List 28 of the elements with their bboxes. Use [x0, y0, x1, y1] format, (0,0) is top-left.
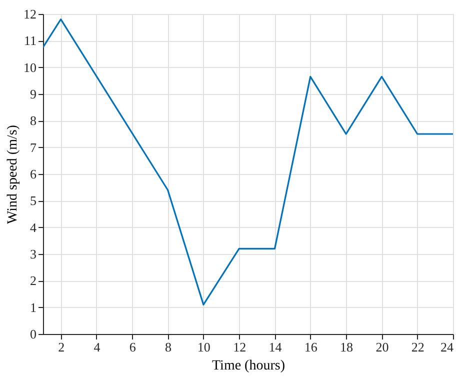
y-tick-label: 5 [30, 193, 36, 208]
x-tick-label: 24 [440, 340, 454, 354]
x-tick-label: 14 [268, 340, 282, 354]
y-tick-label: 2 [30, 273, 36, 288]
y-tick-label: 1 [30, 300, 36, 315]
y-tick-label: 8 [30, 113, 36, 128]
x-tick-label: 6 [129, 340, 136, 354]
y-tick-label: 6 [30, 166, 37, 182]
x-tick-label: 2 [58, 340, 65, 354]
x-tick-label: 16 [304, 340, 318, 354]
x-tick-label: 18 [340, 340, 354, 354]
x-tick-label: 8 [165, 340, 172, 354]
y-tick-label: 11 [24, 33, 36, 48]
x-tick-label: 20 [376, 340, 389, 354]
line-series [43, 18, 453, 306]
x-tick-label: 12 [233, 340, 246, 354]
y-tick-label: 0 [30, 326, 36, 342]
x-tick-label: 4 [94, 340, 101, 354]
y-tick-label: 3 [30, 246, 36, 262]
y-tick-label: 9 [30, 86, 36, 102]
y-tick-label: 10 [24, 60, 36, 75]
y-axis-title: Wind speed (m/s) [6, 124, 20, 224]
y-tick-label: 4 [30, 220, 37, 235]
x-tick-label: 10 [197, 340, 210, 354]
x-tick-label: 22 [411, 340, 424, 354]
y-tick-label: 7 [30, 140, 37, 155]
y-tick-label: 12 [24, 6, 36, 22]
x-axis-title: Time (hours) [212, 358, 286, 374]
